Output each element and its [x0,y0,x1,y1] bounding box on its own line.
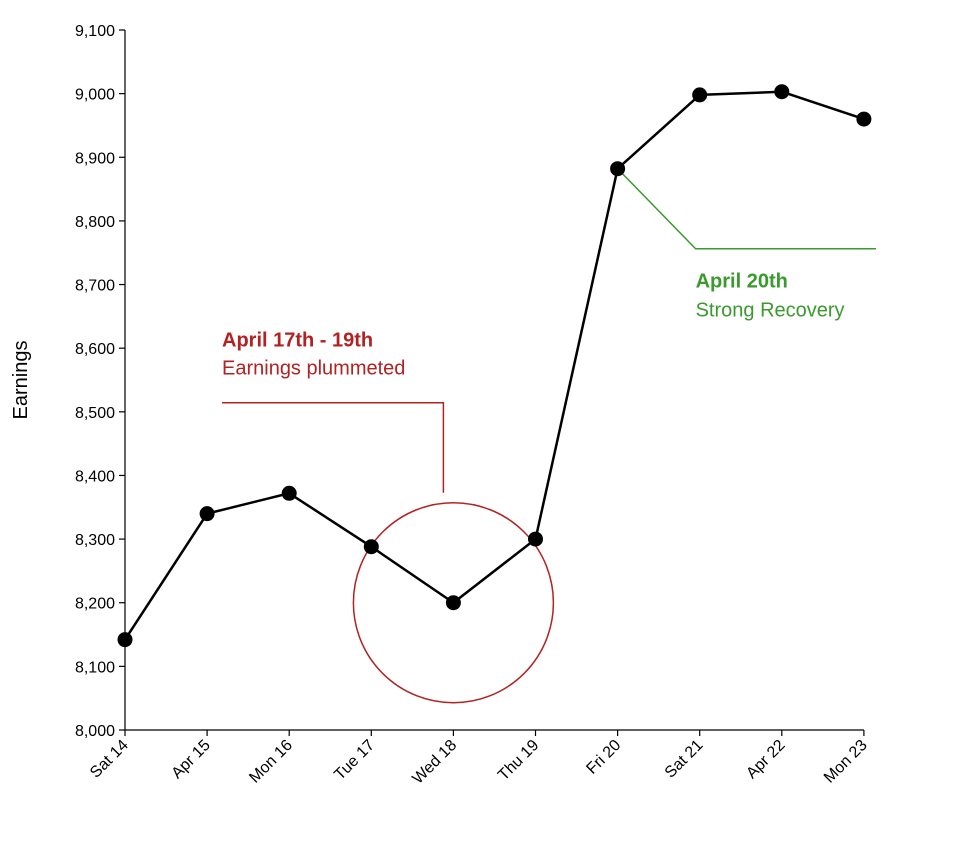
annotation-text-red: Earnings plummeted [222,358,405,380]
data-point [610,161,626,177]
y-tick-label: 8,800 [75,214,115,231]
y-axis: 8,000 8,100 8,200 8,300 8,400 8,500 8,600 8,700… [75,23,126,740]
y-tick-label: 8,500 [75,405,115,422]
annotation-title-red: April 17th - 19th [222,330,373,352]
y-tick-label: 8,300 [75,532,115,549]
y-tick-label: 8,700 [75,278,115,295]
x-tick-label: Tue 17 [331,737,378,784]
annotation-connector-red [222,401,445,493]
x-tick-label: Apr 22 [743,737,788,782]
y-tick-label: 9,100 [75,23,115,40]
data-point [281,485,297,501]
annotation-circle [352,501,555,704]
x-tick-label: Sat 21 [662,737,707,782]
earnings-series [117,84,872,648]
data-point [363,539,379,555]
y-tick-label: 8,100 [75,659,115,676]
y-tick-label: 9,000 [75,87,115,104]
annotation-text-green: Strong Recovery [696,300,845,322]
x-axis: Sat 14 Apr 15 Mon 16 Tue 17 Wed 18 Thu 19 Fri … [87,729,871,788]
data-point [117,632,133,648]
x-tick-label: Thu 19 [495,737,542,784]
annotation-title-green: April 20th [696,271,788,293]
data-point [856,111,872,127]
x-tick-label: Fri 20 [583,737,624,778]
data-point [445,595,461,611]
y-tick-label: 8,400 [75,468,115,485]
x-tick-label: Mon 16 [246,737,296,787]
data-point [774,84,790,100]
annotation-connector-green [617,168,876,250]
data-point [528,531,543,547]
annotations: April 17th - 19th Earnings plummeted April… [222,168,876,704]
series-line [123,90,865,641]
x-tick-label: Sat 14 [87,737,132,782]
data-point [692,87,708,103]
x-tick-label: Wed 18 [409,737,460,788]
x-tick-label: Mon 23 [821,737,871,787]
y-axis-title: Earnings [10,341,32,420]
y-tick-label: 8,900 [75,150,115,167]
y-tick-label: 8,000 [75,723,115,740]
data-point [199,506,215,522]
y-tick-label: 8,200 [75,596,115,613]
y-tick-label: 8,600 [75,341,115,358]
x-tick-label: Apr 15 [169,737,214,782]
